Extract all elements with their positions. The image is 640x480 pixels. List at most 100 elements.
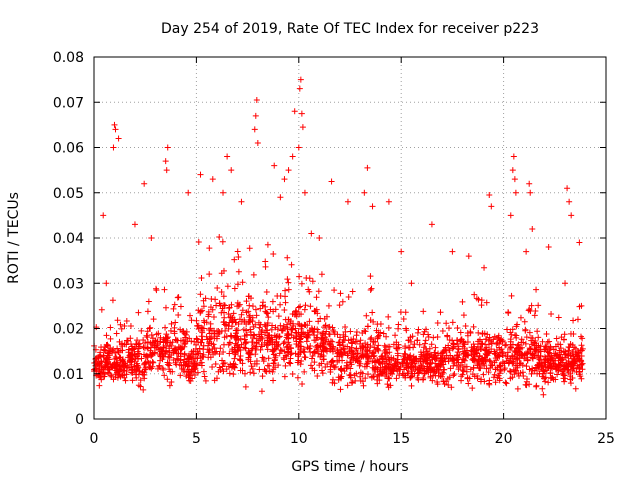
data-point (427, 359, 434, 366)
data-point-peak (511, 176, 518, 183)
data-point (186, 371, 193, 378)
data-point (171, 324, 178, 331)
data-point (373, 327, 380, 334)
data-point (334, 358, 341, 365)
data-point (263, 289, 270, 296)
data-point (262, 263, 269, 270)
data-point (181, 351, 188, 358)
data-point (96, 382, 103, 389)
data-point (375, 358, 382, 365)
data-point (229, 318, 236, 325)
data-point (231, 355, 238, 362)
data-point (177, 345, 184, 352)
data-point (301, 368, 308, 375)
data-point (353, 332, 360, 339)
data-point (462, 323, 469, 330)
data-point (549, 365, 556, 372)
data-point (464, 332, 471, 339)
data-point (375, 342, 382, 349)
data-point (411, 341, 418, 348)
data-point (514, 364, 521, 371)
data-point (153, 331, 160, 338)
data-point (150, 339, 157, 346)
data-point (234, 281, 241, 288)
data-point (241, 344, 248, 351)
data-point (340, 342, 347, 349)
data-point (448, 384, 455, 391)
data-point (426, 345, 433, 352)
data-point (338, 367, 345, 374)
data-point (177, 326, 184, 333)
data-point (151, 344, 158, 351)
data-point (459, 371, 466, 378)
data-point (188, 368, 195, 375)
data-point (395, 365, 402, 372)
data-point (259, 373, 266, 380)
data-point (310, 328, 317, 335)
data-point (357, 369, 364, 376)
data-point (116, 338, 123, 345)
data-point (555, 314, 562, 321)
data-point (162, 304, 169, 311)
data-point (338, 375, 345, 382)
data-point (357, 373, 364, 380)
data-point (317, 315, 324, 322)
x-tick-label: 5 (192, 431, 201, 447)
data-point (521, 318, 528, 325)
data-point (527, 308, 534, 315)
data-point (469, 385, 476, 392)
data-point (560, 336, 567, 343)
data-point (557, 354, 564, 361)
data-point (283, 353, 290, 360)
data-point (221, 334, 228, 341)
data-point (504, 326, 511, 333)
data-point (381, 366, 388, 373)
data-point (323, 348, 330, 355)
data-point (517, 352, 524, 359)
data-point (174, 337, 181, 344)
data-point (121, 368, 128, 375)
data-point (250, 331, 257, 338)
data-point (231, 344, 238, 351)
data-point (301, 321, 308, 328)
data-point (217, 345, 224, 352)
data-point (491, 333, 498, 340)
data-point (449, 345, 456, 352)
data-point (544, 348, 551, 355)
data-point (318, 360, 325, 367)
axis-ticks: 0 5 10 15 20 25 0 0.01 0.02 0.03 0.04 0.05 0.06 0.07 0… (53, 50, 615, 447)
data-point (410, 344, 417, 351)
data-point (107, 335, 114, 342)
data-point (576, 365, 583, 372)
data-point (142, 353, 149, 360)
data-point (513, 349, 519, 356)
data-point (462, 352, 469, 359)
y-tick-label: 0.07 (53, 95, 84, 111)
data-point (408, 368, 415, 375)
data-point (219, 363, 226, 370)
data-point (348, 361, 355, 368)
data-point (116, 354, 123, 361)
data-point (241, 370, 248, 377)
data-points (91, 76, 586, 398)
data-point (194, 336, 201, 343)
data-point (304, 333, 311, 340)
data-point (517, 345, 524, 352)
data-point-peak (428, 221, 435, 228)
data-point (572, 385, 579, 392)
data-point (405, 337, 412, 344)
data-point (105, 349, 112, 356)
data-point (514, 385, 521, 392)
data-point (443, 347, 450, 354)
data-point (219, 238, 226, 245)
data-point (270, 351, 277, 358)
data-point (278, 327, 285, 334)
data-point (367, 273, 374, 280)
data-point (277, 346, 284, 353)
data-point (282, 299, 289, 306)
data-point (308, 355, 315, 362)
data-point (106, 363, 113, 370)
data-point (93, 355, 100, 362)
data-point (385, 375, 392, 382)
data-point-peak (254, 139, 261, 146)
